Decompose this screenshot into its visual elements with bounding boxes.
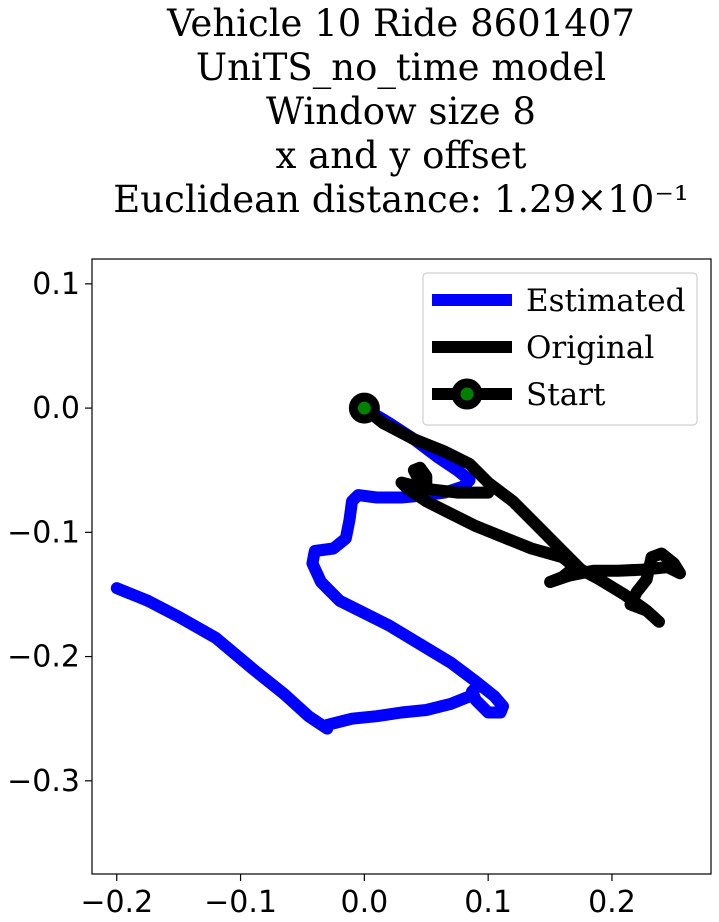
series-line-original bbox=[358, 402, 686, 628]
y-tick-label: 0.1 bbox=[32, 267, 80, 302]
y-tick-label: 0.0 bbox=[32, 391, 80, 426]
start-marker bbox=[348, 392, 380, 424]
x-tick-label: 0.0 bbox=[341, 885, 389, 920]
legend: Estimated Original Start bbox=[422, 272, 698, 426]
x-tick-label: 0.1 bbox=[464, 885, 512, 920]
title-line-1: Vehicle 10 Ride 8601407 bbox=[166, 2, 635, 45]
x-tick-label: 0.2 bbox=[588, 885, 636, 920]
x-tick-label: −0.1 bbox=[204, 885, 277, 920]
chart-title: Vehicle 10 Ride 8601407 UniTS_no_time mo… bbox=[113, 2, 688, 221]
series-layer bbox=[110, 392, 686, 735]
legend-start-marker bbox=[451, 378, 483, 410]
y-tick-label: −0.1 bbox=[7, 515, 80, 550]
x-tick-label: −0.2 bbox=[80, 885, 153, 920]
y-tick-label: −0.2 bbox=[7, 640, 80, 675]
legend-label-estimated: Estimated bbox=[526, 283, 685, 319]
legend-label-original: Original bbox=[526, 330, 654, 366]
title-line-2: UniTS_no_time model bbox=[196, 46, 606, 90]
y-axis: 0.1 0.0 −0.1 −0.2 −0.3 bbox=[7, 267, 92, 799]
x-axis: −0.2 −0.1 0.0 0.1 0.2 bbox=[80, 874, 636, 920]
title-line-5: Euclidean distance: 1.29×10⁻¹ bbox=[113, 178, 688, 221]
legend-label-start: Start bbox=[526, 377, 606, 413]
title-line-3: Window size 8 bbox=[266, 90, 536, 133]
legend-box bbox=[422, 272, 698, 426]
title-line-4: x and y offset bbox=[276, 134, 527, 177]
y-tick-label: −0.3 bbox=[7, 764, 80, 799]
plot-frame bbox=[91, 258, 712, 875]
